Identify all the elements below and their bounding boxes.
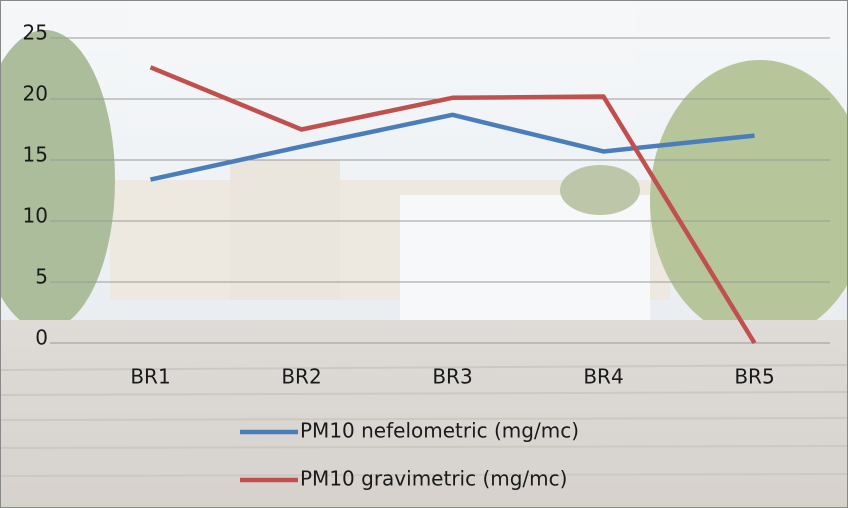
x-tick-label: BR3 — [432, 365, 472, 389]
legend-label: PM10 gravimetric (mg/mc) — [300, 467, 567, 491]
x-tick-label: BR5 — [734, 365, 774, 389]
series-line — [149, 65, 757, 345]
y-tick-label: 25 — [23, 21, 48, 45]
legend-label: PM10 nefelometric (mg/mc) — [300, 419, 579, 443]
plot: 0 5 10 15 20 25 BR1 BR2 BR3 BR4 BR5 PM10 nefelometr… — [23, 21, 830, 491]
x-tick-label: BR2 — [281, 365, 321, 389]
x-tick-label: BR4 — [583, 365, 623, 389]
y-tick-label: 10 — [23, 204, 48, 228]
y-tick-label: 15 — [23, 143, 48, 167]
series-line — [150, 112, 755, 182]
x-tick-label: BR1 — [130, 365, 170, 389]
y-tick-label: 20 — [23, 82, 48, 106]
y-tick-label: 5 — [35, 265, 48, 289]
y-tick-label: 0 — [35, 326, 48, 350]
